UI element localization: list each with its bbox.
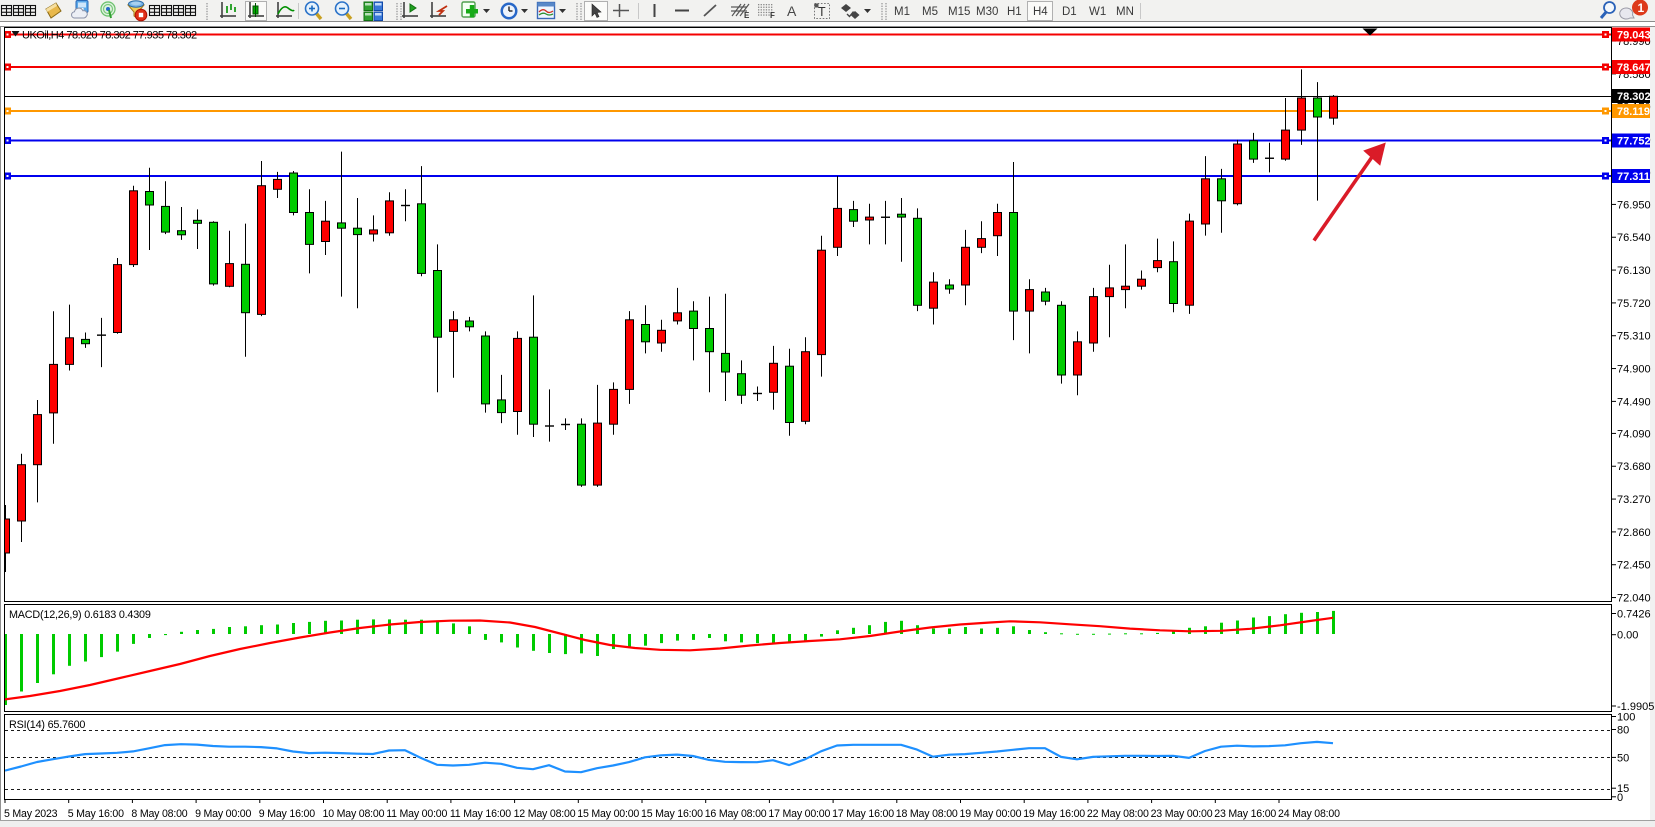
svg-text:75.310: 75.310 [1617,331,1651,343]
svg-text:76.540: 76.540 [1617,232,1651,244]
svg-text:5 May 16:00: 5 May 16:00 [68,808,124,820]
svg-text:76.130: 76.130 [1617,265,1651,277]
svg-text:16 May 08:00: 16 May 08:00 [705,808,767,820]
svg-text:W1: W1 [1089,6,1106,18]
svg-text:15 May 00:00: 15 May 00:00 [577,808,639,820]
svg-text:UKOil,H4 78.020 78.302 77.935: UKOil,H4 78.020 78.302 77.935 78.302 [22,30,197,42]
svg-text:18 May 08:00: 18 May 08:00 [896,808,958,820]
svg-text:M15: M15 [948,6,970,18]
svg-text:24 May 08:00: 24 May 08:00 [1278,808,1340,820]
svg-text:MN: MN [1116,6,1134,18]
svg-text:76.950: 76.950 [1617,199,1651,211]
svg-text:23 May 16:00: 23 May 16:00 [1214,808,1276,820]
svg-text:15: 15 [1617,783,1629,795]
svg-text:F: F [770,11,775,20]
svg-text:19 May 00:00: 19 May 00:00 [960,808,1022,820]
svg-text:5 May 2023: 5 May 2023 [4,808,58,820]
svg-text:-1.9905: -1.9905 [1617,701,1654,713]
svg-text:73.270: 73.270 [1617,494,1651,506]
svg-text:9 May 00:00: 9 May 00:00 [195,808,251,820]
svg-text:74.490: 74.490 [1617,396,1651,408]
svg-text:19 May 16:00: 19 May 16:00 [1023,808,1085,820]
svg-text:79.043: 79.043 [1617,30,1651,42]
svg-text:0.00: 0.00 [1617,630,1638,642]
svg-text:MACD(12,26,9) 0.6183 0.4309: MACD(12,26,9) 0.6183 0.4309 [9,609,151,621]
svg-text:78.302: 78.302 [1617,91,1651,103]
svg-text:9 May 16:00: 9 May 16:00 [259,808,315,820]
svg-text:15 May 16:00: 15 May 16:00 [641,808,703,820]
svg-text:50: 50 [1617,752,1629,764]
svg-text:M5: M5 [922,6,938,18]
svg-text:0.7426: 0.7426 [1617,609,1651,621]
svg-text:77.752: 77.752 [1617,136,1651,148]
svg-text:23 May 00:00: 23 May 00:00 [1151,808,1213,820]
svg-text:H1: H1 [1007,6,1022,18]
svg-text:17 May 16:00: 17 May 16:00 [832,808,894,820]
svg-text:22 May 08:00: 22 May 08:00 [1087,808,1149,820]
svg-text:74.900: 74.900 [1617,364,1651,376]
svg-text:11 May 16:00: 11 May 16:00 [450,808,511,820]
svg-text:T: T [818,5,826,19]
svg-text:E: E [744,11,750,20]
svg-text:H4: H4 [1033,6,1048,18]
svg-text:72.860: 72.860 [1617,527,1651,539]
svg-text:D1: D1 [1062,6,1077,18]
svg-text:75.720: 75.720 [1617,298,1651,310]
svg-text:80: 80 [1617,725,1629,737]
svg-text:10 May 08:00: 10 May 08:00 [323,808,385,820]
svg-text:72.040: 72.040 [1617,593,1651,605]
svg-text:A: A [787,3,797,19]
svg-text:1: 1 [1638,1,1645,15]
svg-text:17 May 00:00: 17 May 00:00 [768,808,830,820]
svg-text:M1: M1 [894,6,910,18]
svg-text:77.311: 77.311 [1617,171,1650,183]
svg-text:11 May 00:00: 11 May 00:00 [386,808,447,820]
svg-text:12 May 08:00: 12 May 08:00 [514,808,576,820]
svg-text:78.647: 78.647 [1617,62,1651,74]
svg-text:73.680: 73.680 [1617,461,1651,473]
svg-text:100: 100 [1617,712,1635,724]
svg-text:72.450: 72.450 [1617,560,1651,572]
svg-text:74.090: 74.090 [1617,428,1651,440]
svg-text:8 May 08:00: 8 May 08:00 [131,808,187,820]
svg-text:M30: M30 [976,6,998,18]
svg-text:RSI(14) 65.7600: RSI(14) 65.7600 [9,719,85,731]
svg-text:0: 0 [1617,792,1623,804]
svg-text:78.119: 78.119 [1617,106,1650,118]
